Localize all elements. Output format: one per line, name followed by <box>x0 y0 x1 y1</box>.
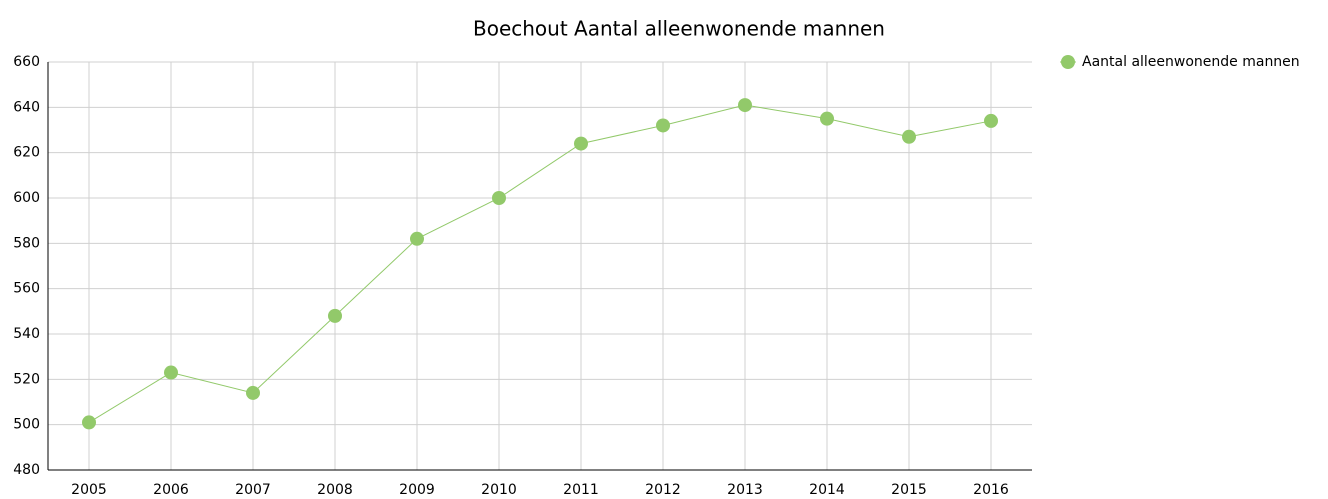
data-point <box>902 129 916 144</box>
x-tick-label: 2013 <box>727 482 763 498</box>
data-point <box>410 231 424 246</box>
data-point <box>246 385 260 400</box>
chart-title: Boechout Aantal alleenwonende mannen <box>473 17 885 41</box>
data-point <box>82 415 96 430</box>
data-point <box>164 365 178 380</box>
legend-marker <box>1061 55 1075 69</box>
x-tick-label: 2006 <box>153 482 189 498</box>
x-tick-label: 2015 <box>891 482 927 498</box>
data-point <box>492 191 506 205</box>
legend-label: Aantal alleenwonende mannen <box>1082 54 1300 70</box>
data-point <box>328 308 342 323</box>
y-tick-label: 620 <box>13 145 40 161</box>
data-point <box>574 136 588 151</box>
data-point <box>738 98 752 113</box>
y-tick-label: 600 <box>13 190 40 206</box>
data-point <box>820 111 834 126</box>
x-tick-label: 2007 <box>235 482 271 498</box>
y-tick-label: 580 <box>13 235 40 251</box>
x-tick-label: 2014 <box>809 482 845 498</box>
x-tick-label: 2010 <box>481 482 517 498</box>
x-tick-label: 2005 <box>71 482 107 498</box>
y-tick-label: 560 <box>13 281 40 297</box>
x-tick-label: 2012 <box>645 482 681 498</box>
y-tick-label: 540 <box>13 326 40 342</box>
series-line <box>88 104 992 423</box>
x-tick-label: 2008 <box>317 482 353 498</box>
y-tick-label: 480 <box>13 462 40 478</box>
data-point <box>984 113 998 128</box>
y-tick-label: 640 <box>13 99 40 115</box>
x-tick-label: 2011 <box>563 482 599 498</box>
y-tick-label: 520 <box>13 371 40 387</box>
x-tick-label: 2009 <box>399 482 435 498</box>
data-point <box>656 118 670 133</box>
y-tick-label: 660 <box>13 54 40 70</box>
y-tick-label: 500 <box>13 417 40 433</box>
x-tick-label: 2016 <box>973 482 1009 498</box>
